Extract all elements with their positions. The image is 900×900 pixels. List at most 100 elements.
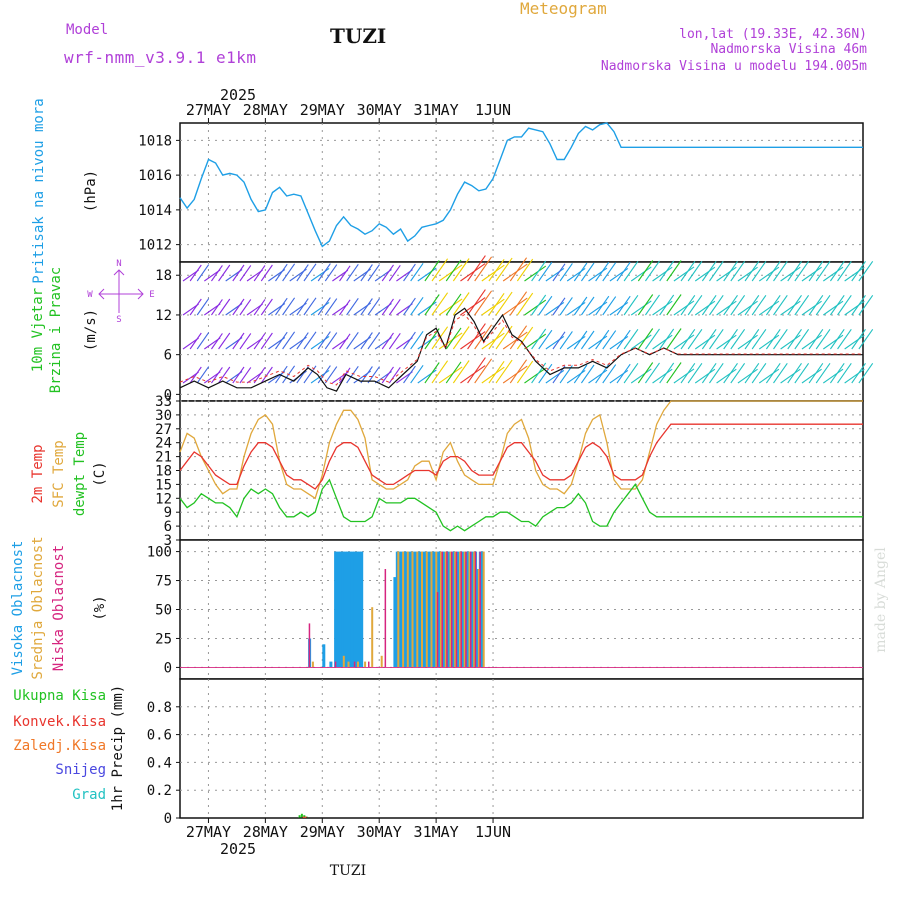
wind-barb (516, 360, 534, 384)
wind-barb (552, 331, 566, 350)
wind-barb (253, 333, 266, 350)
compass-arrow-right-icon (137, 288, 144, 300)
cloud-high-label: Visoka Oblacnost (10, 541, 26, 676)
wind-barb (552, 263, 566, 282)
cloud-high-bar (334, 551, 338, 668)
cloud-axis-labels: Visoka Oblacnost Srednja Oblacnost Niska… (10, 536, 108, 679)
wind-barb (211, 299, 223, 316)
wind-barb (559, 263, 573, 282)
wind-barb (616, 329, 631, 350)
wind-barb (239, 333, 252, 350)
wind-barb (360, 332, 373, 350)
wind-barb (211, 265, 223, 282)
wind-barb (189, 298, 202, 316)
cloud-high-bar (343, 551, 347, 668)
wind-barb (275, 263, 288, 282)
wind-barb (680, 328, 696, 350)
wind-barb (801, 334, 822, 350)
wind-barb (602, 262, 617, 282)
cloud-mid-bar (397, 551, 400, 668)
cloud-high-bar (360, 551, 364, 668)
top-date-label: 31MAY (414, 101, 459, 119)
cloud-high-bar (412, 551, 416, 668)
wind-barb (218, 332, 231, 350)
temp-ytick-label-10: 33 (155, 394, 172, 410)
wind-barb (445, 259, 462, 282)
wind-barb (196, 366, 210, 384)
wind-barb (509, 325, 528, 350)
wind-barb (211, 367, 223, 384)
compass-arrow-left-icon (98, 288, 105, 300)
wind-barb (488, 360, 505, 384)
wind-ytick-label-0: 0 (164, 387, 172, 403)
wind-barb (502, 365, 528, 384)
cloud-mid-bar (357, 661, 359, 668)
wind-barb (787, 294, 802, 316)
wind-barb (232, 332, 245, 350)
precip-axis-labels: 1hr Precip (mm) Ukupna Kisa Konvek.Kisa … (13, 685, 126, 811)
wind-barb (452, 326, 470, 350)
wind-barb (694, 368, 716, 384)
wind-barb (687, 260, 703, 282)
cloud-mid-bar (421, 551, 423, 668)
wind-barb (495, 257, 513, 282)
cloud-mid-bar (449, 551, 452, 668)
wind-barb (367, 298, 380, 316)
wind-barb (481, 298, 505, 316)
wind-barb (644, 328, 660, 350)
pressure-line (179, 122, 863, 248)
wind-barb (339, 299, 351, 316)
wind-barb (381, 366, 394, 384)
wind-barb (239, 299, 252, 316)
wind-barb (196, 298, 210, 316)
cloud-mid-bar (477, 569, 480, 668)
compass-arrow-up-icon (113, 269, 125, 276)
wind-barb (737, 266, 758, 282)
wind-barb (815, 362, 831, 384)
meteogram-title: Meteogram (520, 0, 607, 18)
wind-barb (637, 260, 654, 282)
wind-barb (687, 294, 703, 316)
top-date-label: 30MAY (357, 101, 402, 119)
wind-barb (659, 260, 675, 282)
cloud-low-bar (334, 661, 337, 668)
wind-barb (758, 334, 780, 350)
cloud-low-bar (353, 661, 356, 668)
wind-barb (488, 258, 505, 282)
wind-label-1: 10m Vjetar (30, 288, 46, 372)
pressure-ytick-label-2: 1016 (138, 168, 172, 184)
wind-speed-line (179, 307, 863, 392)
wind-barb (723, 260, 738, 282)
wind-barb (346, 331, 359, 350)
cloud-high-bar (348, 551, 352, 668)
precip-bar (302, 816, 305, 818)
bottom-date-labels: 27MAY 28MAY 29MAY 30MAY 31MAY 1JUN (186, 818, 511, 841)
cloud-high-bar (393, 577, 397, 668)
wind-barb (524, 367, 547, 384)
cloud-mid-bar (454, 551, 457, 668)
wind-barb (296, 332, 309, 350)
wind-barb (744, 362, 760, 384)
wind-barb (445, 361, 462, 384)
wind-barb (481, 264, 505, 282)
wind-barb (623, 328, 639, 350)
wind-barb (780, 266, 801, 282)
wind-barb (495, 291, 513, 316)
wind-barb (602, 364, 617, 384)
wind-barb (260, 332, 273, 350)
cloud-low-bar (451, 551, 453, 668)
wind-barb (360, 366, 373, 384)
pressure-label: Pritisak na nivou mora (31, 98, 47, 283)
wind-barb (339, 265, 351, 282)
wind-barb (837, 294, 852, 316)
wind-barb (794, 260, 810, 282)
wind-barb (851, 328, 866, 350)
wind-barb (367, 332, 380, 350)
watermark: made by Angel (873, 547, 889, 653)
wind-barb (253, 265, 266, 282)
wind-barb (431, 292, 449, 316)
wind-barb (552, 297, 566, 316)
wind-barb (488, 326, 505, 350)
wind-barb (474, 358, 493, 384)
wind-barb (680, 260, 696, 282)
